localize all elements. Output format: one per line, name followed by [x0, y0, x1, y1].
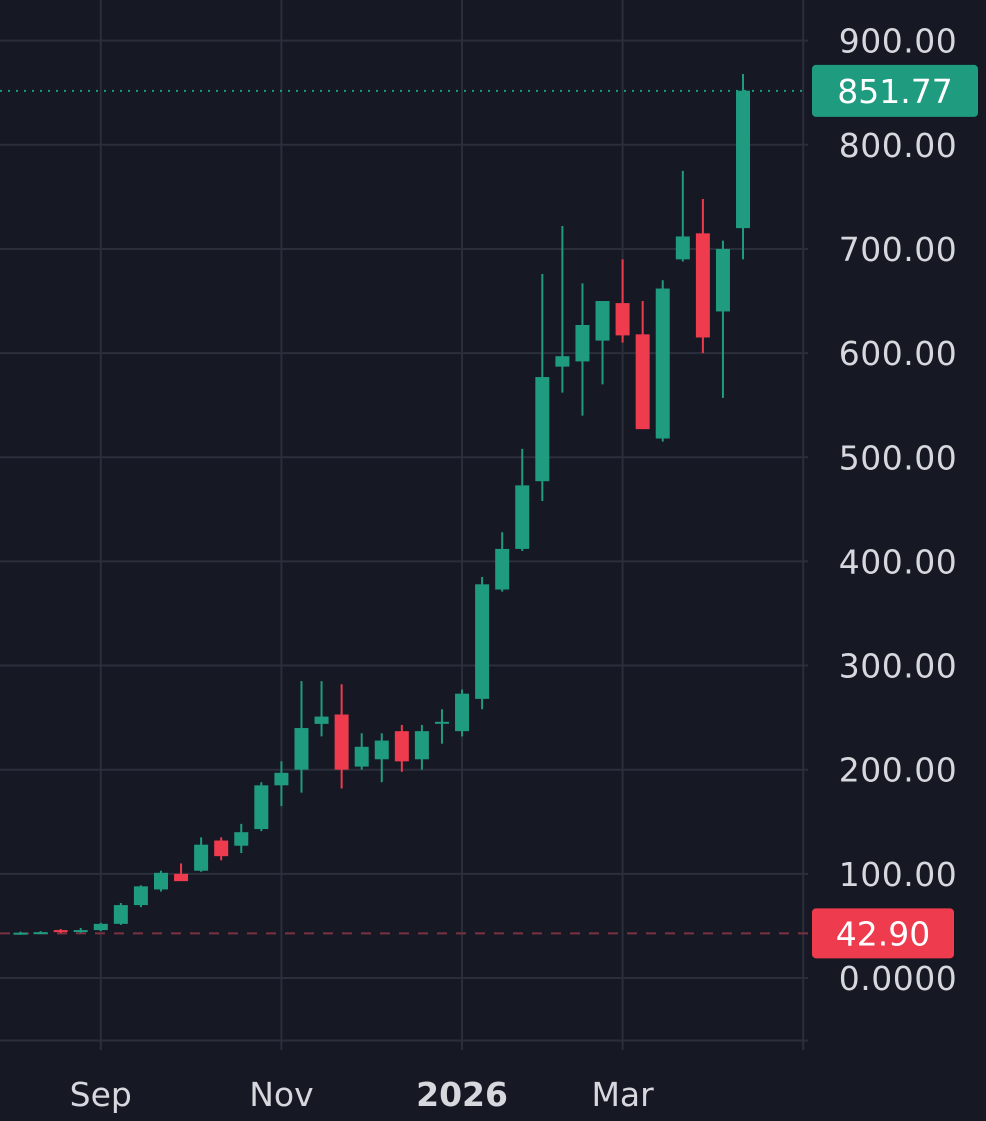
candle[interactable]	[455, 689, 470, 737]
candle-body	[174, 873, 189, 882]
x-tick-label: Sep	[70, 1075, 132, 1114]
candle[interactable]	[695, 198, 710, 354]
candle[interactable]	[153, 870, 168, 892]
candle[interactable]	[33, 931, 48, 935]
candle-body	[635, 334, 650, 430]
candle[interactable]	[515, 448, 530, 551]
candle[interactable]	[655, 280, 670, 442]
candle-body	[575, 324, 590, 362]
x-tick-label: Mar	[591, 1075, 654, 1114]
last-price-label: 851.77	[837, 72, 952, 111]
candle-body	[33, 932, 48, 935]
candle[interactable]	[334, 684, 349, 789]
last-price-badge	[812, 64, 978, 117]
axes: 900.00 800.00 700.00 600.00 500.00 400.00 300.…	[70, 22, 957, 1114]
candle[interactable]	[294, 681, 309, 793]
candle[interactable]	[13, 931, 28, 935]
candle[interactable]	[535, 273, 550, 501]
candle-body	[314, 716, 329, 724]
candle-body	[595, 301, 610, 341]
gridlines	[0, 0, 808, 1050]
candle[interactable]	[635, 301, 650, 430]
candle-body	[133, 886, 148, 906]
x-tick-label: 2026	[416, 1075, 508, 1114]
candle-body	[555, 356, 570, 367]
y-tick-label: 900.00	[839, 22, 957, 61]
y-tick-label: 800.00	[839, 126, 957, 165]
candle-body	[294, 728, 309, 770]
candle-body	[93, 923, 108, 931]
candle-body	[374, 740, 389, 760]
price-markers: 42.90 851.77	[0, 64, 978, 959]
candle-body	[214, 840, 229, 857]
candle[interactable]	[736, 73, 751, 260]
candle-body	[695, 233, 710, 338]
candle[interactable]	[194, 837, 209, 872]
candle-body	[455, 693, 470, 732]
low-price-badge	[812, 908, 954, 959]
candle-body	[13, 932, 28, 935]
candle[interactable]	[715, 240, 730, 398]
candle-body	[515, 485, 530, 549]
candle[interactable]	[394, 724, 409, 772]
candle[interactable]	[53, 929, 68, 934]
candle[interactable]	[434, 709, 449, 744]
y-tick-label: 200.00	[839, 751, 957, 790]
candle-body	[495, 548, 510, 590]
candles[interactable]	[13, 73, 751, 935]
candle-body	[615, 303, 630, 336]
candle-body	[73, 930, 88, 933]
candle-body	[234, 832, 249, 846]
y-tick-label: 500.00	[839, 438, 957, 477]
y-tick-label: 0.0000	[839, 959, 957, 998]
candle[interactable]	[575, 283, 590, 416]
candle[interactable]	[414, 724, 429, 770]
candle[interactable]	[354, 733, 369, 770]
candle[interactable]	[555, 226, 570, 393]
candle-body	[274, 772, 289, 786]
candle[interactable]	[475, 577, 490, 710]
y-tick-label: 400.00	[839, 542, 957, 581]
candle[interactable]	[93, 922, 108, 932]
candle[interactable]	[133, 885, 148, 908]
y-tick-label: 100.00	[839, 855, 957, 894]
candle-body	[655, 288, 670, 439]
x-tick-label: Nov	[249, 1075, 313, 1114]
candle[interactable]	[73, 928, 88, 933]
candle-body	[334, 714, 349, 770]
candle[interactable]	[314, 681, 329, 737]
candle-body	[254, 785, 269, 830]
candle-body	[153, 872, 168, 890]
low-price-label: 42.90	[836, 914, 930, 953]
candle-body	[414, 731, 429, 760]
candle-body	[475, 584, 490, 699]
candle[interactable]	[595, 301, 610, 385]
candle[interactable]	[675, 170, 690, 262]
candle-body	[394, 731, 409, 762]
candle-body	[113, 905, 128, 924]
y-tick-label: 700.00	[839, 230, 957, 269]
candle-body	[434, 721, 449, 724]
y-tick-label: 300.00	[839, 647, 957, 686]
candle-body	[53, 930, 68, 933]
candle[interactable]	[234, 823, 249, 854]
candle[interactable]	[214, 837, 229, 861]
candle-body	[535, 377, 550, 482]
candle[interactable]	[174, 863, 189, 882]
candle[interactable]	[113, 903, 128, 925]
candle-body	[354, 746, 369, 767]
candle[interactable]	[495, 532, 510, 592]
y-tick-label: 600.00	[839, 334, 957, 373]
candle-body	[715, 248, 730, 312]
candle-body	[736, 90, 751, 229]
candle[interactable]	[254, 782, 269, 832]
candle-body	[675, 236, 690, 260]
candle[interactable]	[374, 733, 389, 783]
candle[interactable]	[274, 761, 289, 807]
candle-body	[194, 844, 209, 871]
candle[interactable]	[615, 259, 630, 343]
